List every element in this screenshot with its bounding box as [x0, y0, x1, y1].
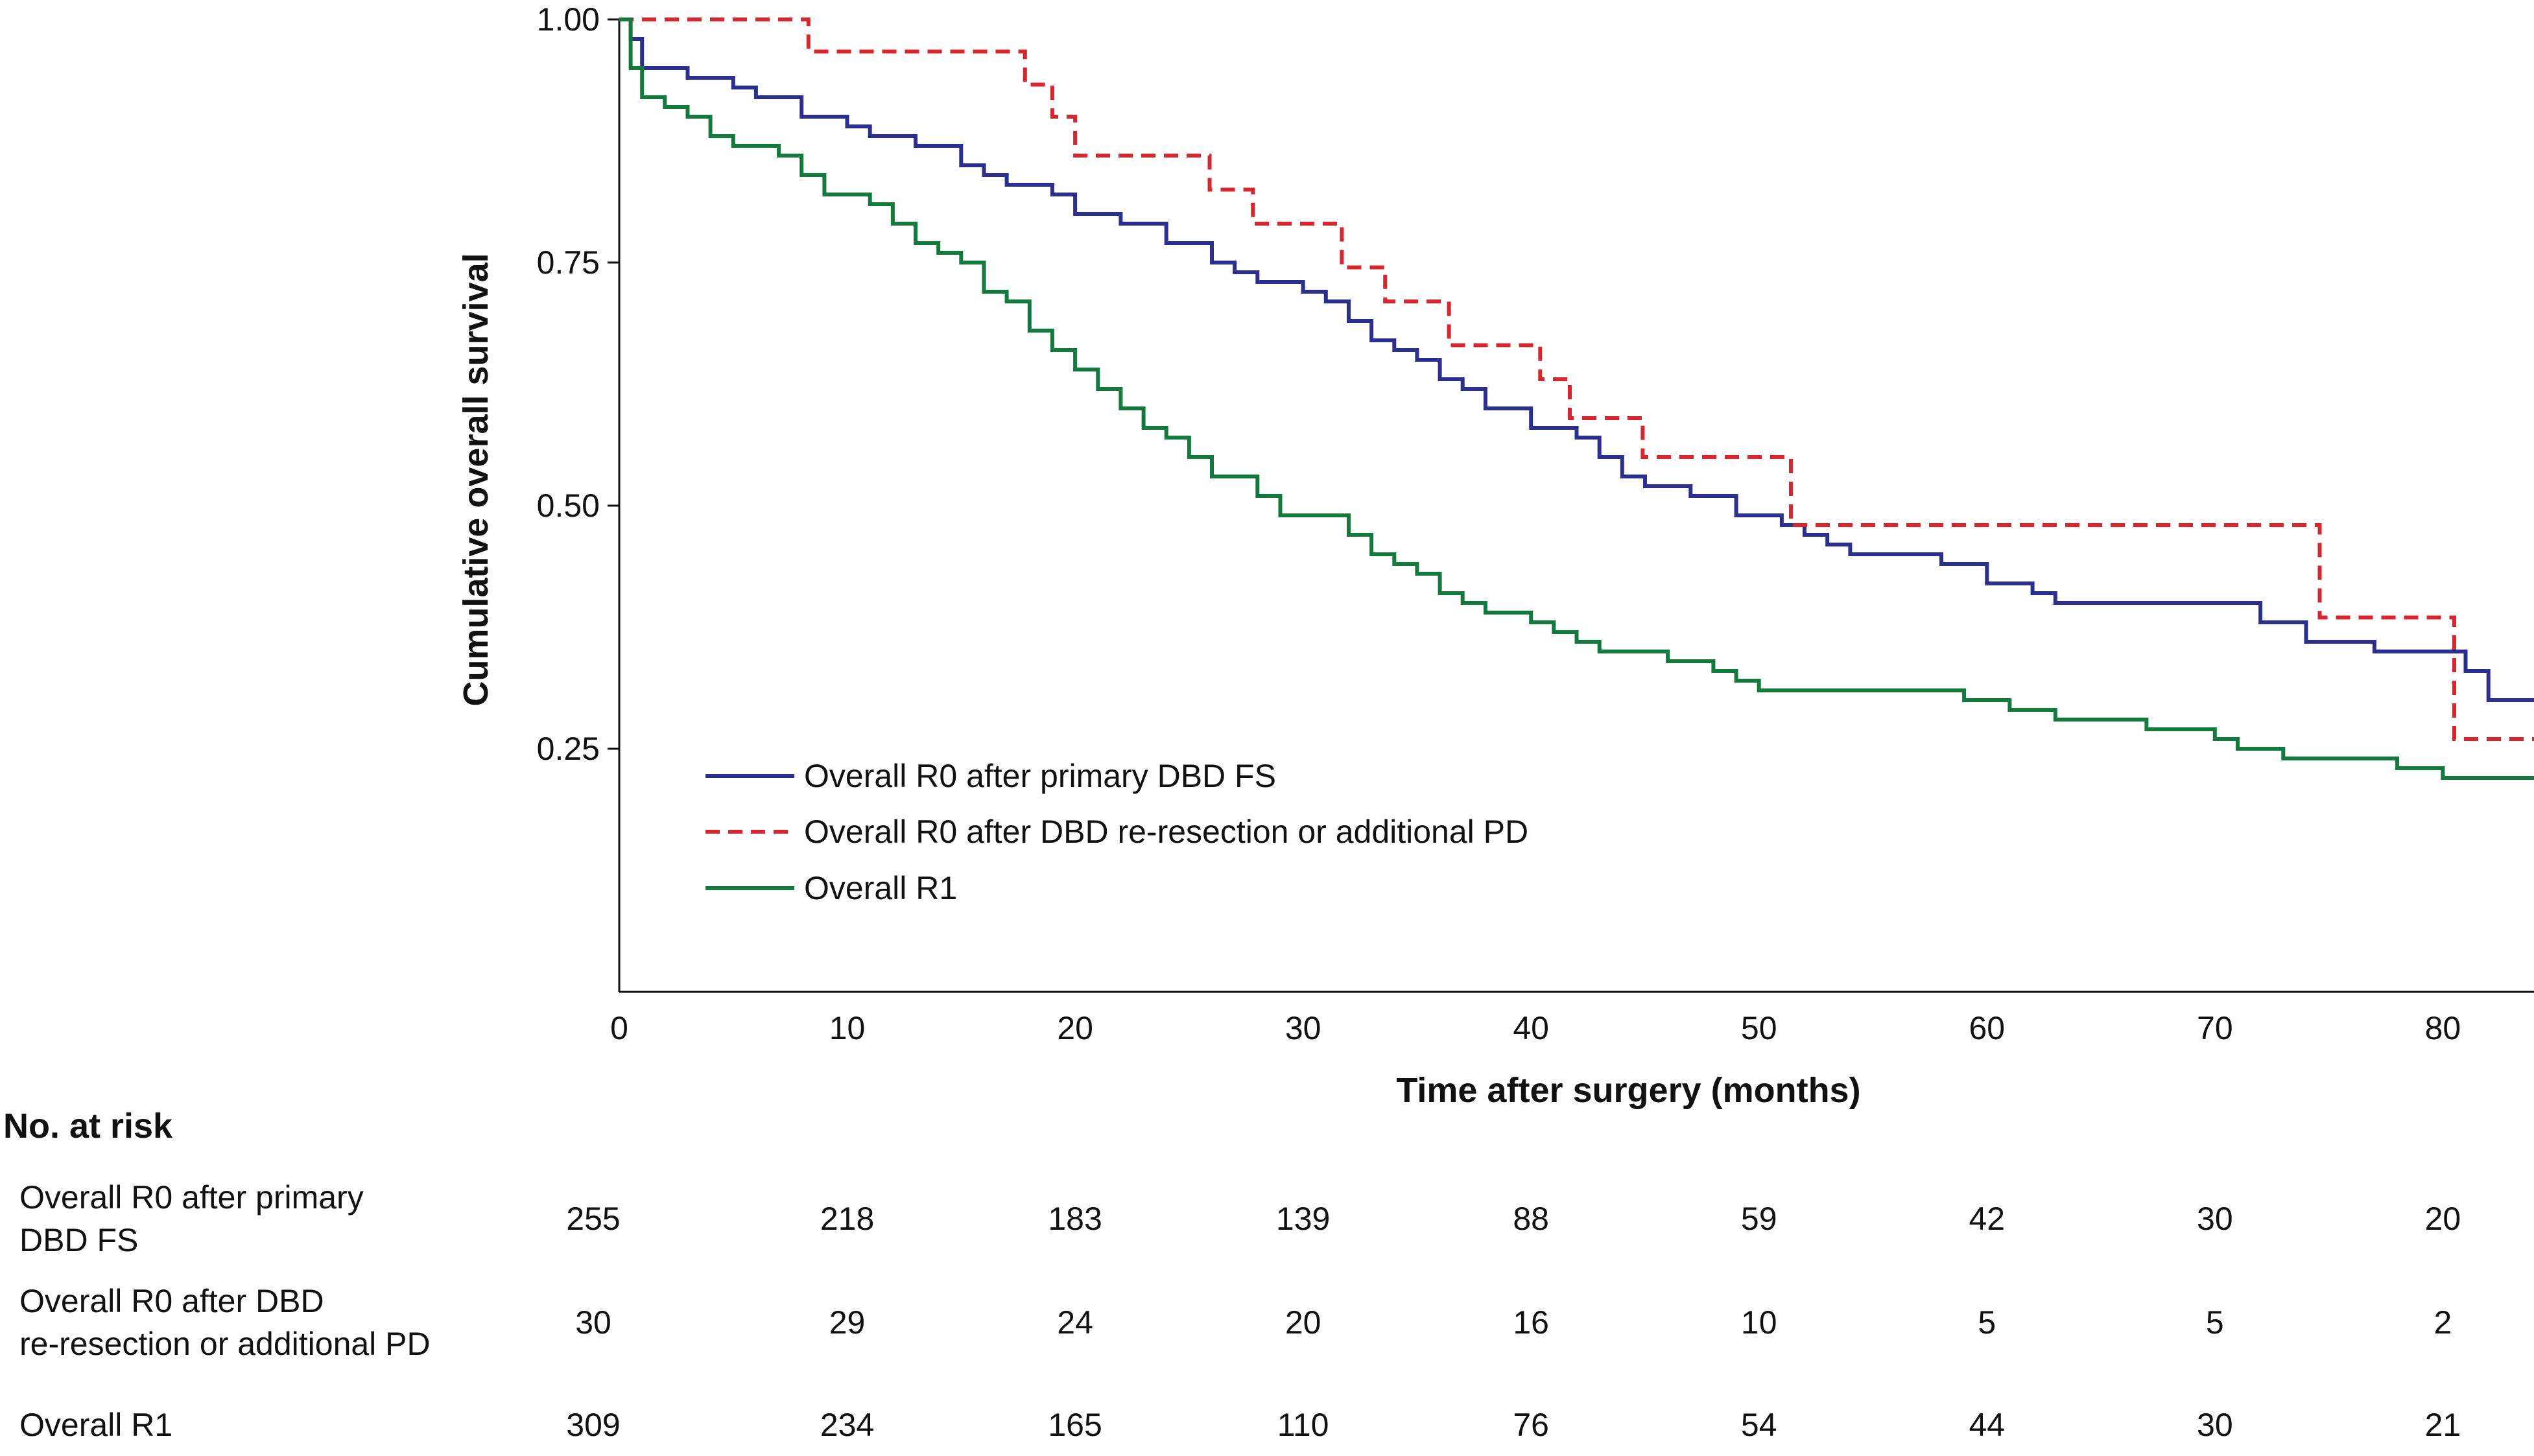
x-tick-label: 10	[829, 1010, 866, 1046]
risk-value: 5	[1978, 1304, 1996, 1341]
risk-value: 183	[1048, 1201, 1102, 1237]
risk-value: 309	[566, 1407, 620, 1443]
risk-value: 44	[1969, 1407, 2005, 1443]
x-axis-title: Time after surgery (months)	[1396, 1071, 1860, 1110]
risk-value: 16	[1513, 1304, 1549, 1341]
risk-row-label: Overall R0 after DBD	[19, 1283, 324, 1319]
risk-row-label: Overall R1	[19, 1407, 172, 1443]
risk-value: 234	[820, 1407, 874, 1443]
legend-label-2: Overall R1	[804, 870, 957, 906]
x-tick-label: 40	[1513, 1010, 1549, 1046]
risk-value: 165	[1048, 1407, 1102, 1443]
x-tick-label: 60	[1969, 1010, 2005, 1046]
axes: 0.25 0.50 0.75 1.00 0 10 20 30 40 50 60 70 80 Time af…	[456, 1, 2534, 1110]
x-tick-label: 20	[1057, 1010, 1093, 1046]
legend-label-0: Overall R0 after primary DBD FS	[804, 758, 1276, 794]
risk-value: 30	[2197, 1201, 2233, 1237]
risk-value: 139	[1276, 1201, 1330, 1237]
risk-row-label: Overall R0 after primary	[19, 1179, 364, 1215]
x-tick-label: 0	[610, 1010, 628, 1046]
x-tick-label: 30	[1285, 1010, 1321, 1046]
y-tick-label: 0.25	[537, 731, 600, 767]
risk-value: 5	[2206, 1304, 2224, 1341]
series-line-2	[619, 18, 2534, 780]
series-line-1	[619, 18, 2534, 741]
risk-value: 29	[829, 1304, 866, 1341]
risk-table-title: No. at risk	[3, 1107, 173, 1145]
risk-value: 10	[1741, 1304, 1777, 1341]
risk-value: 24	[1057, 1304, 1093, 1341]
risk-value: 218	[820, 1201, 874, 1237]
legend-label-1: Overall R0 after DBD re-resection or add…	[804, 814, 1528, 850]
risk-value: 76	[1513, 1407, 1549, 1443]
y-axis-title: Cumulative overall survival	[456, 253, 495, 706]
y-tick-label: 1.00	[537, 1, 600, 38]
x-tick-label: 70	[2197, 1010, 2233, 1046]
risk-value: 42	[1969, 1201, 2005, 1237]
risk-value: 2	[2433, 1304, 2452, 1341]
risk-value: 54	[1741, 1407, 1777, 1443]
series-line-0	[619, 18, 2534, 702]
risk-value: 21	[2425, 1407, 2461, 1443]
risk-value: 88	[1513, 1201, 1549, 1237]
risk-row-label: re-resection or additional PD	[19, 1326, 431, 1362]
risk-row-label: DBD FS	[19, 1222, 138, 1258]
legend: Overall R0 after primary DBD FS Overall R…	[705, 758, 1528, 906]
risk-value: 30	[575, 1304, 611, 1341]
risk-value: 20	[2425, 1201, 2461, 1237]
series-group	[619, 18, 2534, 780]
x-tick-label: 50	[1741, 1010, 1777, 1046]
risk-value: 30	[2197, 1407, 2233, 1443]
y-tick-label: 0.50	[537, 487, 600, 524]
risk-value: 20	[1285, 1304, 1321, 1341]
y-tick-label: 0.75	[537, 244, 600, 281]
risk-table: No. at risk Overall R0 after primary DBD F…	[3, 1107, 2461, 1443]
x-tick-label: 80	[2425, 1010, 2461, 1046]
risk-value: 255	[566, 1201, 620, 1237]
risk-value: 110	[1277, 1407, 1329, 1443]
risk-value: 59	[1741, 1201, 1777, 1237]
